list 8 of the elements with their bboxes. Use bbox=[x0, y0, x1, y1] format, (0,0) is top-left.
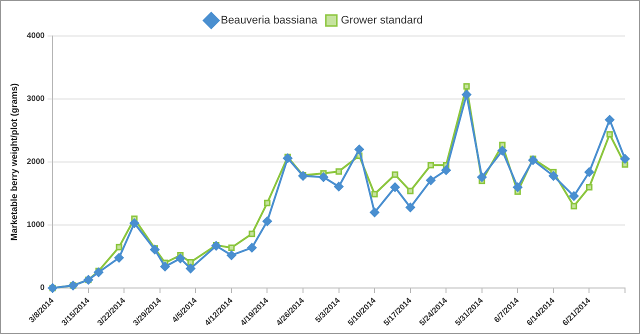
y-tick-label: 3000 bbox=[26, 94, 46, 104]
y-axis-title: Marketable berry weight/plot (grams) bbox=[8, 83, 19, 241]
legend-label: Grower standard bbox=[340, 14, 423, 27]
legend-label: Beauveria bassiana bbox=[220, 14, 318, 27]
y-tick-label: 0 bbox=[40, 283, 46, 292]
y-tick-label: 4000 bbox=[26, 31, 46, 40]
y-tick-label: 1000 bbox=[26, 220, 46, 230]
y-tick-label: 2000 bbox=[26, 157, 46, 166]
